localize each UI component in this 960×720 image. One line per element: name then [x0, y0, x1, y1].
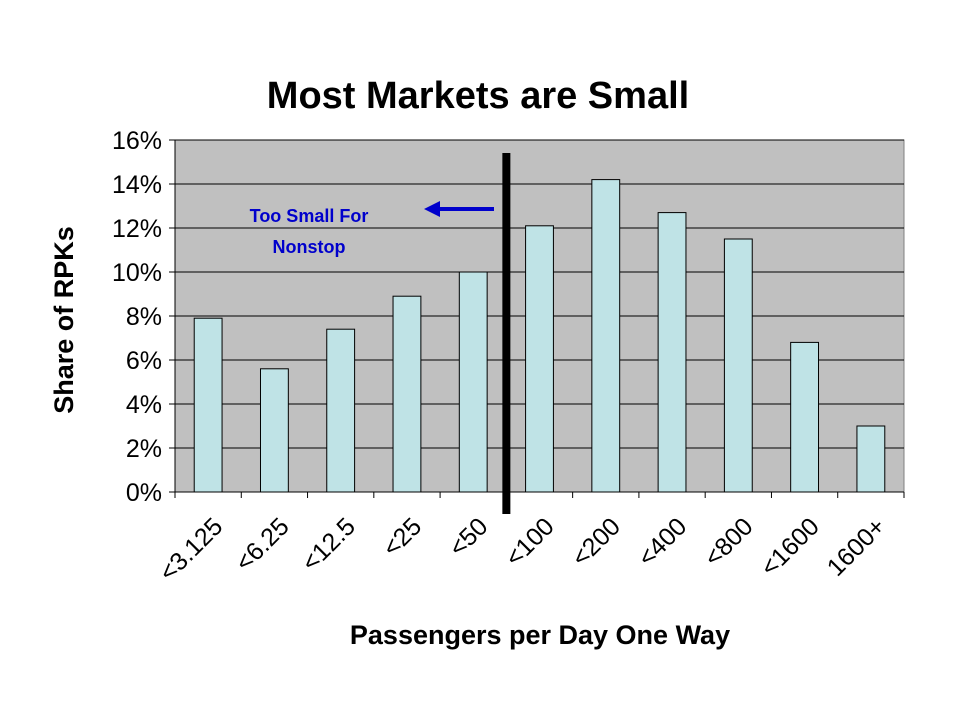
x-tick-label: <3.125 [154, 512, 228, 586]
bars [193, 179, 886, 493]
annotation-line-2: Nonstop [273, 237, 346, 257]
y-axis-ticks: 0% 2% 4% 6% 8% 10% 12% 14% 16% [112, 127, 176, 507]
bar [193, 317, 223, 493]
x-tick-label: <400 [633, 512, 693, 572]
bar [525, 225, 554, 493]
y-tick-label: 2% [126, 435, 162, 463]
x-axis-title: Passengers per Day One Way [350, 620, 730, 650]
y-tick-label: 0% [126, 479, 162, 507]
annotation: Too Small For Nonstop [250, 201, 494, 257]
y-tick-label: 12% [112, 215, 162, 243]
arrow-left-icon [424, 201, 440, 217]
y-tick-label: 4% [126, 391, 162, 419]
bar [458, 271, 488, 493]
x-tick-label: <12.5 [296, 512, 361, 577]
bar [326, 328, 356, 493]
chart-title: Most Markets are Small [267, 75, 689, 117]
bar [723, 238, 753, 493]
x-tick-label: <6.25 [230, 512, 295, 577]
x-tick-label: <50 [444, 512, 494, 562]
x-tick-label: <25 [377, 512, 427, 562]
x-tick-label: 1600+ [822, 512, 891, 581]
annotation-line-1: Too Small For [250, 206, 369, 226]
x-tick-label: <800 [699, 512, 759, 572]
y-tick-label: 8% [126, 303, 162, 331]
x-axis-ticks: <3.125 <6.25 <12.5 <25 <50 <100 <200 <400 <800<1… [154, 491, 905, 587]
x-tick-label: <200 [566, 512, 626, 572]
bar [657, 212, 687, 493]
bar [259, 368, 289, 493]
bar [591, 179, 621, 493]
x-tick-label: <100 [500, 512, 560, 572]
y-tick-label: 6% [126, 347, 162, 375]
bar [392, 295, 422, 493]
x-tick-label: <1600 [755, 512, 824, 581]
y-tick-label: 14% [112, 171, 162, 199]
y-tick-label: 16% [112, 127, 162, 155]
y-axis-title: Share of RPKs [49, 226, 79, 414]
bar [856, 425, 886, 493]
bar [790, 341, 820, 493]
y-tick-label: 10% [112, 259, 162, 287]
